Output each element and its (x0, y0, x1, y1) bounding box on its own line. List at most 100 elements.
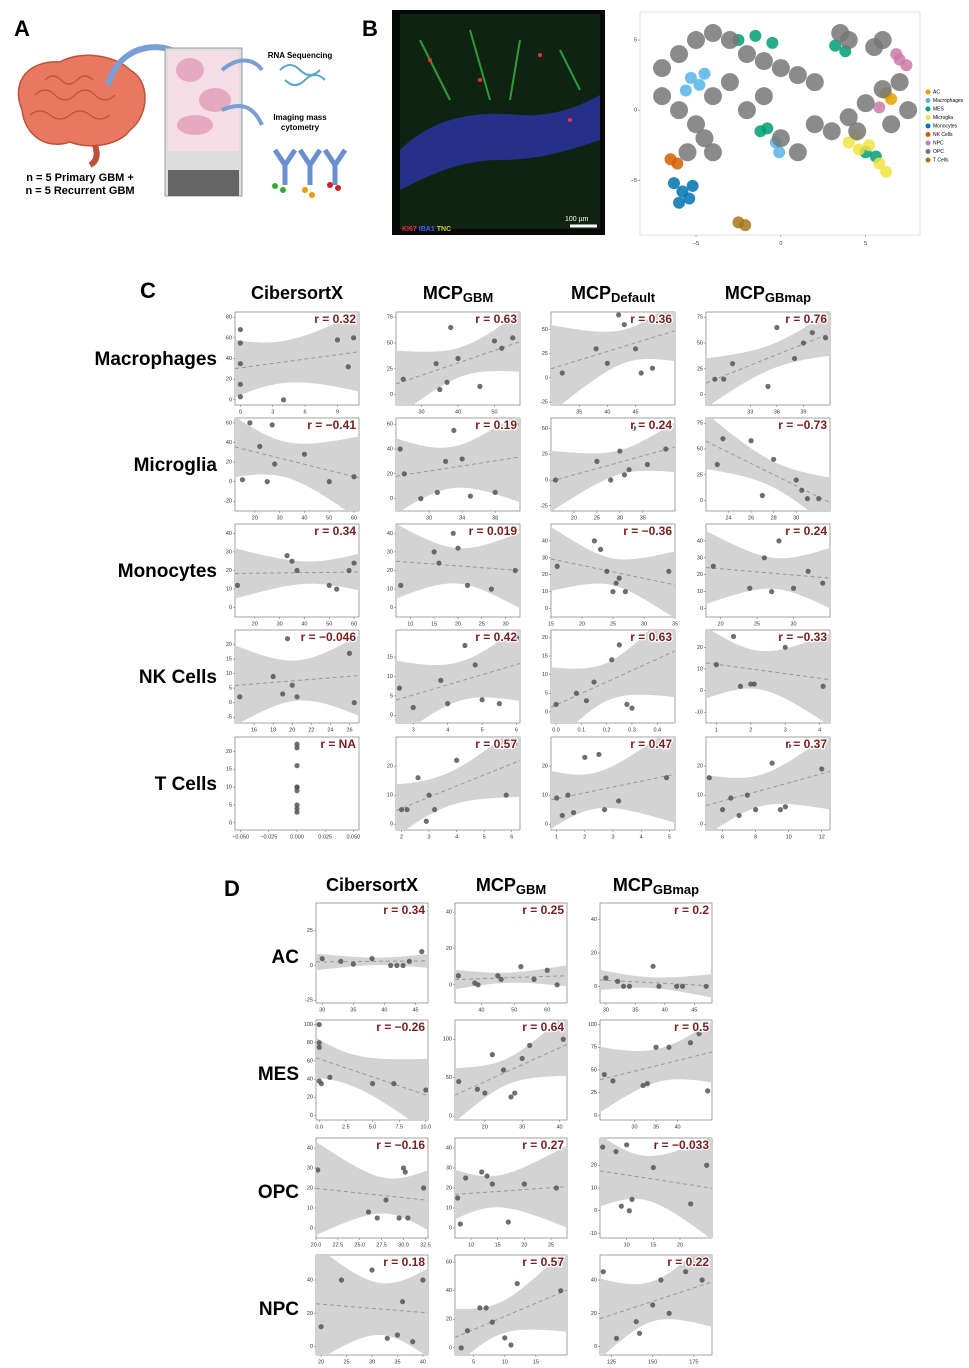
data-point (320, 956, 325, 961)
data-point (352, 700, 357, 705)
x-tick-label: 28 (771, 515, 777, 521)
cell-point (899, 101, 917, 119)
data-point (369, 1267, 374, 1272)
x-tick-label: 26 (346, 727, 352, 733)
data-point (753, 807, 758, 812)
y-tick-label: 0 (700, 392, 703, 398)
legend-swatch (926, 158, 931, 163)
data-point (484, 1305, 489, 1310)
x-tick-label: 35 (394, 1359, 400, 1365)
data-point (512, 1090, 517, 1095)
cell-point (890, 48, 902, 60)
cell-point (882, 115, 900, 133)
x-tick-label: 40 (604, 409, 610, 415)
x-tick-label: 0.4 (653, 727, 661, 733)
x-tick-label: 40 (420, 1359, 426, 1365)
x-tick-label: 8 (754, 834, 757, 840)
data-point (645, 1081, 650, 1086)
x-tick-label: 6 (304, 409, 307, 415)
x-tick-label: 30 (519, 1124, 525, 1130)
data-point (617, 642, 622, 647)
data-point (463, 1175, 468, 1180)
data-point (622, 322, 627, 327)
y-tick-label: 60 (226, 335, 232, 341)
data-point (598, 547, 603, 552)
cell-point (848, 122, 866, 140)
y-tick-label: 50 (591, 1067, 597, 1073)
x-tick-label: 3 (271, 409, 274, 415)
y-tick-label: 20 (226, 749, 232, 755)
data-point (346, 364, 351, 369)
x-tick-label: 2.5 (342, 1124, 350, 1130)
scatter-panel: 0369020406080r = 0.32 (226, 312, 359, 415)
data-point (401, 377, 406, 382)
y-tick-label: 20 (542, 764, 548, 770)
data-point (531, 977, 536, 982)
x-tick-label: 40 (301, 515, 307, 521)
x-tick-label: 40 (556, 1124, 562, 1130)
cell-point (704, 87, 722, 105)
x-tick-label: 5 (668, 834, 671, 840)
data-point (571, 810, 576, 815)
data-point (736, 813, 741, 818)
data-point (650, 1302, 655, 1307)
y-tick-label: 25 (697, 472, 703, 478)
y-tick-label: 10 (697, 666, 703, 672)
column-header: MCPGBmap (613, 875, 699, 898)
data-point (370, 1081, 375, 1086)
data-point (432, 807, 437, 812)
x-tick-label: 15 (548, 621, 554, 627)
y-tick-label: 10 (226, 785, 232, 791)
data-point (634, 1319, 639, 1324)
y-tick-label: 40 (697, 538, 703, 544)
data-point (501, 1067, 506, 1072)
x-tick-label: 6 (721, 834, 724, 840)
x-tick-label: −0.025 (260, 834, 277, 840)
cell-point (673, 197, 685, 209)
y-tick-label: 25 (387, 366, 393, 372)
column-header-sub: Default (611, 290, 656, 305)
scatter-panel: 2030405060010203040r = 0.34 (226, 524, 359, 627)
data-point (794, 477, 799, 482)
scatter-panel: 40506002040r = 0.25 (446, 903, 567, 1013)
x-tick-label: 50 (491, 409, 497, 415)
x-tick-label: 33 (747, 409, 753, 415)
y-tick-label: -10 (589, 1231, 597, 1237)
legend-swatch (926, 107, 931, 112)
data-point (462, 643, 467, 648)
y-tick-label: 0 (229, 479, 232, 485)
x-tick-label: 5 (483, 834, 486, 840)
data-point (633, 346, 638, 351)
x-tick-label: 18 (270, 727, 276, 733)
scatter-panel: 3035400255075100r = 0.5 (588, 1020, 712, 1130)
y-tick-label: 0 (310, 1113, 313, 1119)
data-point (497, 701, 502, 706)
correlation-label: r = 0.019 (469, 524, 518, 538)
y-tick-label: 10 (226, 587, 232, 593)
x-tick-label: 20 (579, 621, 585, 627)
scatter-panel: 1520253035010203040r = −0.36 (542, 524, 678, 627)
data-point (351, 474, 356, 479)
panel-label: C (140, 278, 156, 303)
scatter-panel: 30354045-25025r = 0.34 (305, 903, 428, 1013)
scatter-panel: 0.00.10.20.30.405101520r = 0.63 (542, 605, 675, 747)
y-tick-label: 0 (449, 1225, 452, 1231)
data-point (407, 959, 412, 964)
column-header: MCPGBmap (725, 283, 811, 306)
data-point (420, 1277, 425, 1282)
data-point (302, 452, 307, 457)
y-tick-label: 25 (591, 1090, 597, 1096)
x-tick-label: 20 (521, 1242, 527, 1248)
x-tick-label: 10 (407, 621, 413, 627)
data-point (513, 568, 518, 573)
x-tick-label: 3 (428, 834, 431, 840)
legend-label: MES (933, 106, 945, 112)
data-point (619, 1204, 624, 1209)
data-point (656, 984, 661, 989)
x-tick-label: 6 (515, 727, 518, 733)
data-point (508, 1094, 513, 1099)
data-point (615, 979, 620, 984)
x-tick-label: 40 (674, 1124, 680, 1130)
scatter-panel: 1234-1001020r = −0.33 (695, 627, 830, 733)
data-point (774, 325, 779, 330)
